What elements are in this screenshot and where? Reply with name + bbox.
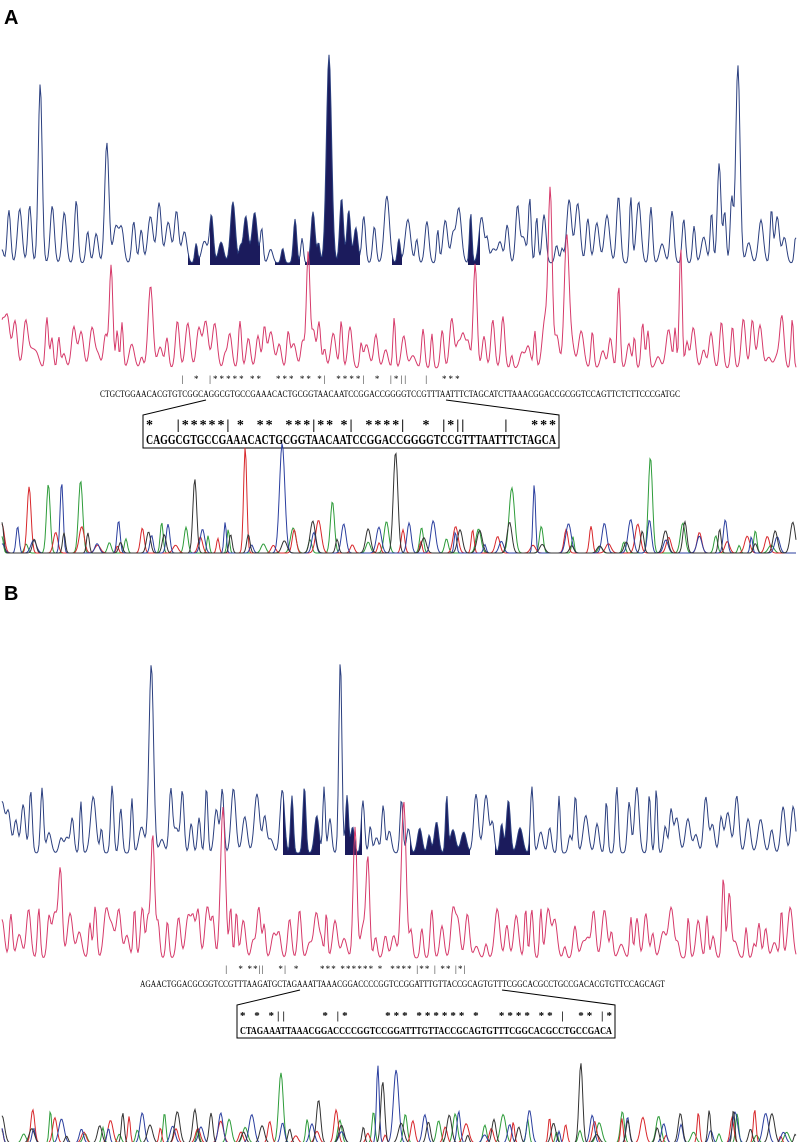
bracket	[142, 399, 560, 449]
panel-label: B	[4, 583, 18, 605]
trace	[1, 664, 797, 854]
highlight-sequence: CAGGCGTGCCGAAACACTGCGGTAACAATCCGGACCGGGG…	[146, 433, 557, 448]
trace	[1, 54, 797, 264]
sequence-markers: | * **|| *| * *** ****** * **** |** | **…	[140, 964, 466, 974]
trace	[1, 1063, 797, 1142]
trace	[1, 1108, 785, 1142]
filled-peak	[188, 54, 480, 265]
highlight-markers: * * *|| * |* *** ****** * **** ** | ** |…	[240, 1010, 613, 1022]
highlight-sequence: CTAGAAATTAAACGGACCCCGGTCCGGATTTGTTACCGCA…	[240, 1025, 612, 1037]
panel-label: A	[4, 7, 18, 29]
filled-peak	[283, 664, 530, 855]
trace	[1, 186, 797, 369]
trace	[1, 447, 796, 554]
trace	[1, 452, 797, 554]
sequence: AGAACTGGACGCGGTCCGTTTAAGATGCTAGAAATTAAAC…	[140, 979, 665, 989]
trace	[1, 801, 797, 959]
bracket	[236, 989, 616, 1039]
trace	[1, 443, 796, 554]
highlight-markers: * |*****| * ** ***|** *| ****| * |*|| | …	[146, 418, 556, 433]
sequence-markers: | * |***** ** *** ** *| ****| * |*|| | *…	[100, 374, 460, 384]
sequence: CTGCTGGAACACGTGTCGGCAGGCGTGCCGAAACACTGCG…	[100, 389, 680, 399]
trace	[1, 1065, 790, 1142]
